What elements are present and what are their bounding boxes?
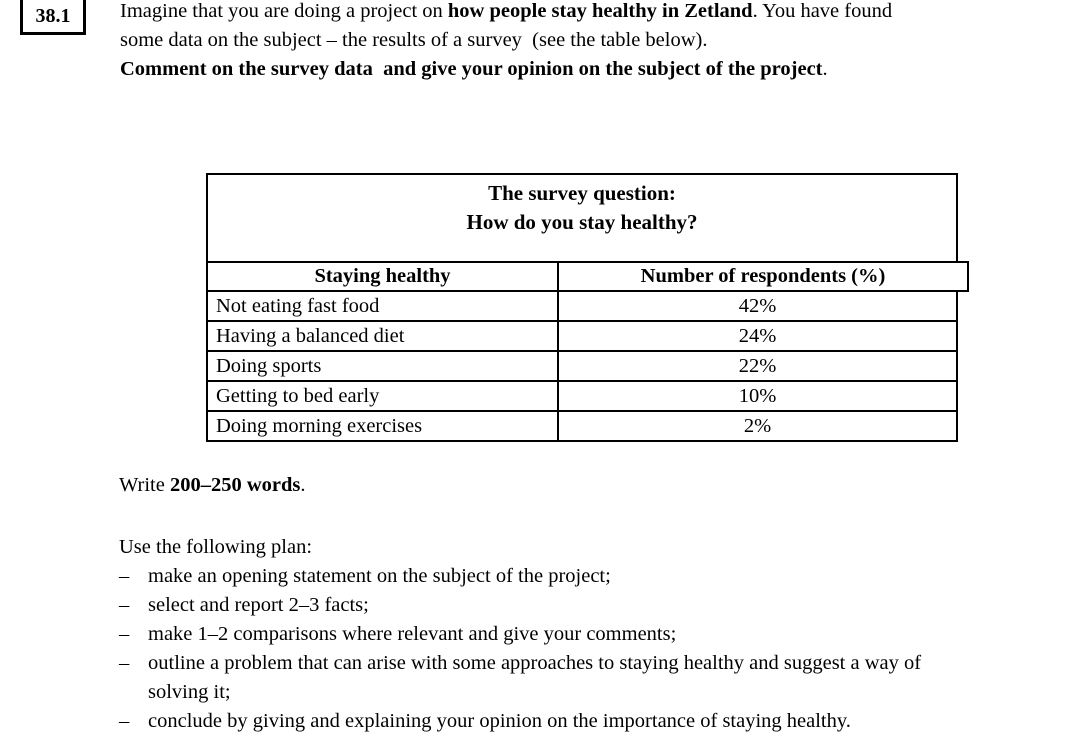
plan-item: – outline a problem that can arise with … [119,649,1081,707]
instruction-line-2: some data on the subject – the results o… [120,29,708,51]
instruction-line-3-post: . [822,58,828,80]
word-count-pre: Write [119,474,170,496]
plan-item-text: outline a problem that can arise with so… [148,649,1081,707]
activity-cell: Getting to bed early [208,382,559,410]
activity-cell: Doing morning exercises [208,412,559,440]
task-instructions: Imagine that you are doing a project on … [120,0,1082,84]
activity-cell: Having a balanced diet [208,322,559,350]
instruction-line-1-post: . You have found [752,0,893,22]
writing-plan: Use the following plan: – make an openin… [119,533,1081,736]
plan-item: – conclude by giving and explaining your… [119,707,1081,736]
table-row: Getting to bed early 10% [208,382,956,412]
activity-cell: Not eating fast food [208,292,559,320]
survey-table: The survey question: How do you stay hea… [206,173,969,442]
respondents-cell: 2% [743,415,772,437]
plan-heading: Use the following plan: [119,536,313,558]
task-number: 38.1 [35,5,71,27]
instruction-line-3: Comment on the survey data and give your… [120,55,1082,84]
respondents-cell: 10% [738,385,777,407]
survey-question-label: The survey question: [488,181,676,205]
word-count-post: . [300,474,306,496]
plan-item: – make 1–2 comparisons where relevant an… [119,620,1081,649]
instruction-line-1-pre: Imagine that you are doing a project on [120,0,448,22]
plan-item-line-2: solving it; [148,681,231,703]
word-count-bold: 200–250 words [169,474,301,496]
table-row: Having a balanced diet 24% [208,322,956,352]
dash-bullet: – [119,594,130,616]
column-header-respondents: Number of respondents (%) [640,265,886,287]
column-header-staying-healthy: Staying healthy [208,263,559,290]
word-count-requirement: Write 200–250 words. [119,471,306,500]
instruction-line-1: Imagine that you are doing a project on … [120,0,1082,26]
survey-question-text: How do you stay healthy? [466,209,698,234]
table-row: Not eating fast food 42% [208,292,956,322]
respondents-cell: 24% [738,325,777,347]
survey-table-title: The survey question: How do you stay hea… [206,173,958,261]
activity-cell: Doing sports [208,352,559,380]
plan-item-line-1: outline a problem that can arise with so… [148,652,922,674]
table-row: Doing morning exercises 2% [208,412,956,440]
project-subject-bold: how people stay healthy in Zetland [447,0,753,22]
plan-item: – select and report 2–3 facts; [119,591,1081,620]
plan-item-text: select and report 2–3 facts; [148,594,369,616]
task-number-box: 38.1 [20,0,86,35]
comment-requirement-bold: Comment on the survey data and give your… [120,58,823,80]
survey-table-header-row: Staying healthy Number of respondents (%… [206,261,969,292]
dash-bullet: – [119,623,130,645]
respondents-cell: 42% [738,295,777,317]
plan-item-text: make an opening statement on the subject… [148,565,611,587]
dash-bullet: – [119,565,130,587]
plan-item-text: make 1–2 comparisons where relevant and … [148,623,677,645]
plan-item: – make an opening statement on the subje… [119,562,1081,591]
survey-table-body: Not eating fast food 42% Having a balanc… [206,292,958,442]
plan-item-text: conclude by giving and explaining your o… [148,710,851,732]
dash-bullet: – [119,652,130,674]
respondents-cell: 22% [738,355,777,377]
dash-bullet: – [119,710,130,732]
table-row: Doing sports 22% [208,352,956,382]
